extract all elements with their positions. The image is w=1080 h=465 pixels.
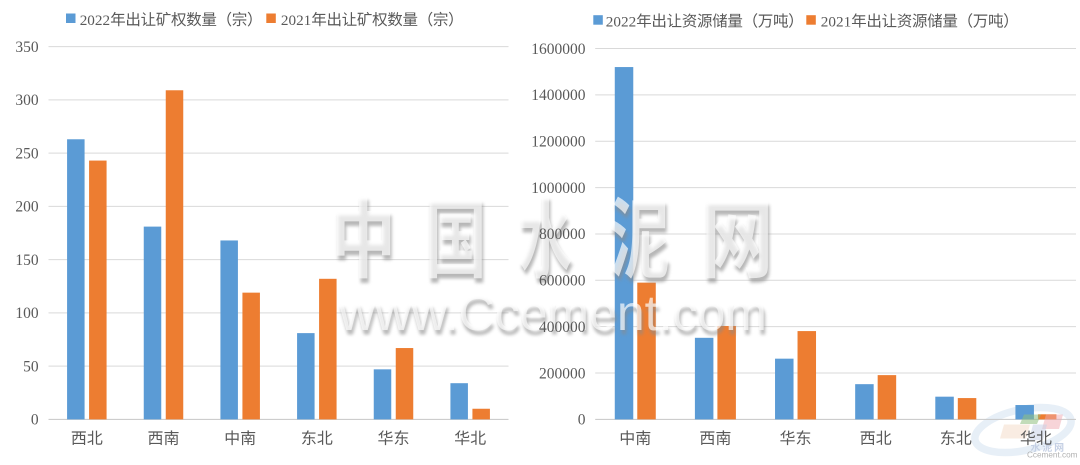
svg-text:800000: 800000	[539, 226, 586, 243]
svg-text:www.Ccement.com: www.Ccement.com	[340, 290, 769, 346]
svg-text:2021: 2021	[281, 12, 311, 29]
svg-text:250: 250	[15, 145, 39, 162]
svg-text:100: 100	[15, 305, 39, 322]
svg-text:1400000: 1400000	[531, 87, 586, 104]
svg-text:350: 350	[15, 39, 39, 56]
svg-text:2022: 2022	[80, 12, 110, 29]
svg-text:600000: 600000	[539, 273, 586, 290]
svg-text:200: 200	[15, 199, 39, 216]
svg-text:0: 0	[578, 412, 586, 429]
svg-text:200000: 200000	[539, 365, 586, 382]
svg-text:50: 50	[23, 358, 39, 375]
svg-text:Ccement.com: Ccement.com	[1027, 451, 1078, 460]
svg-text:2022: 2022	[606, 13, 636, 30]
svg-text:www.Ccement.com: www.Ccement.com	[338, 285, 767, 341]
svg-text:400000: 400000	[539, 319, 586, 336]
svg-text:1600000: 1600000	[531, 41, 586, 58]
svg-text:300: 300	[15, 92, 39, 109]
svg-text:2021: 2021	[821, 13, 851, 30]
svg-text:1000000: 1000000	[531, 180, 586, 197]
svg-text:0: 0	[31, 412, 39, 429]
svg-text:1200000: 1200000	[531, 133, 586, 150]
svg-text:150: 150	[15, 252, 39, 269]
